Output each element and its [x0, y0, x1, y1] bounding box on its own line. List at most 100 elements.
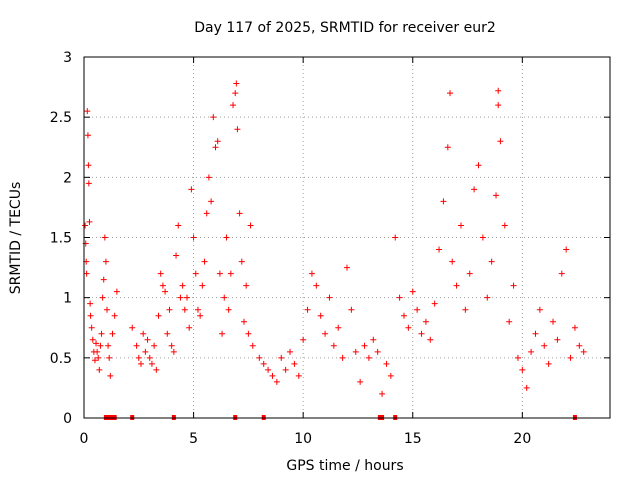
- data-point: [449, 258, 456, 265]
- data-point: [133, 342, 140, 349]
- data-point: [243, 282, 250, 289]
- data-point: [440, 198, 447, 205]
- data-point: [93, 340, 100, 347]
- y-tick-label: 0.5: [50, 351, 72, 367]
- data-point: [219, 330, 226, 337]
- data-point: [447, 90, 454, 97]
- data-point: [436, 246, 443, 253]
- y-tick-label: 1: [63, 291, 72, 307]
- data-point: [144, 336, 151, 343]
- data-point: [97, 342, 104, 349]
- data-point: [365, 354, 372, 361]
- data-point: [83, 270, 90, 277]
- data-point: [109, 330, 116, 337]
- data-point: [383, 360, 390, 367]
- data-point: [414, 306, 421, 313]
- data-point: [153, 366, 160, 373]
- data-point: [100, 276, 107, 283]
- data-point: [493, 192, 500, 199]
- data-point: [245, 330, 252, 337]
- x-tick-label: 20: [513, 431, 531, 447]
- data-point: [495, 102, 502, 109]
- data-point: [146, 354, 153, 361]
- data-point: [233, 80, 240, 87]
- data-point: [357, 378, 364, 385]
- data-point: [223, 234, 230, 241]
- data-point: [84, 108, 91, 115]
- data-point: [308, 270, 315, 277]
- data-point: [173, 252, 180, 259]
- data-point: [484, 294, 491, 301]
- data-point: [104, 306, 111, 313]
- y-tick-label: 1.5: [50, 231, 72, 247]
- data-point: [91, 357, 98, 364]
- data-point: [181, 306, 188, 313]
- data-point: [107, 372, 114, 379]
- data-point: [361, 342, 368, 349]
- chart-title: Day 117 of 2025, SRMTID for receiver eur…: [194, 20, 496, 36]
- data-point: [536, 306, 543, 313]
- data-point: [444, 144, 451, 151]
- data-point: [203, 210, 210, 217]
- data-point: [405, 324, 412, 331]
- data-point: [418, 330, 425, 337]
- data-point: [295, 372, 302, 379]
- data-point: [164, 330, 171, 337]
- data-point: [265, 366, 272, 373]
- data-point: [558, 270, 565, 277]
- data-point: [528, 348, 535, 355]
- data-point: [269, 372, 276, 379]
- y-tick-label: 3: [63, 50, 72, 66]
- data-point: [199, 282, 206, 289]
- data-point: [304, 306, 311, 313]
- data-point: [466, 270, 473, 277]
- data-point: [571, 324, 578, 331]
- data-point: [427, 336, 434, 343]
- x-tick-label: 15: [404, 431, 422, 447]
- data-point: [322, 330, 329, 337]
- data-point: [236, 210, 243, 217]
- data-point: [214, 138, 221, 145]
- data-point: [190, 234, 197, 241]
- data-point: [188, 186, 195, 193]
- data-point: [282, 366, 289, 373]
- data-point: [379, 390, 386, 397]
- data-point: [87, 312, 94, 319]
- data-point: [82, 222, 89, 229]
- data-point: [495, 87, 502, 94]
- data-point: [216, 270, 223, 277]
- data-point: [326, 294, 333, 301]
- data-point: [184, 294, 191, 301]
- data-point: [471, 186, 478, 193]
- data-point: [287, 348, 294, 355]
- data-point: [208, 198, 215, 205]
- data-point: [514, 354, 521, 361]
- data-point: [387, 372, 394, 379]
- data-point: [194, 306, 201, 313]
- data-point: [541, 342, 548, 349]
- data-point: [84, 132, 91, 139]
- data-point: [273, 378, 280, 385]
- data-point: [155, 312, 162, 319]
- data-point: [179, 282, 186, 289]
- y-tick-label: 0: [63, 411, 72, 427]
- plot-frame: [83, 56, 611, 419]
- data-point: [205, 174, 212, 181]
- data-point: [278, 354, 285, 361]
- data-point: [87, 300, 94, 307]
- data-point: [98, 330, 105, 337]
- data-point: [101, 234, 108, 241]
- data-point: [135, 354, 142, 361]
- data-point: [260, 360, 267, 367]
- y-tick-label: 2.5: [50, 110, 72, 126]
- x-tick-label: 0: [80, 431, 89, 447]
- data-point: [396, 294, 403, 301]
- data-point: [523, 384, 530, 391]
- data-point: [291, 360, 298, 367]
- data-point: [94, 348, 101, 355]
- data-point: [352, 348, 359, 355]
- data-point: [409, 288, 416, 295]
- data-point: [96, 366, 103, 373]
- data-point: [102, 258, 109, 265]
